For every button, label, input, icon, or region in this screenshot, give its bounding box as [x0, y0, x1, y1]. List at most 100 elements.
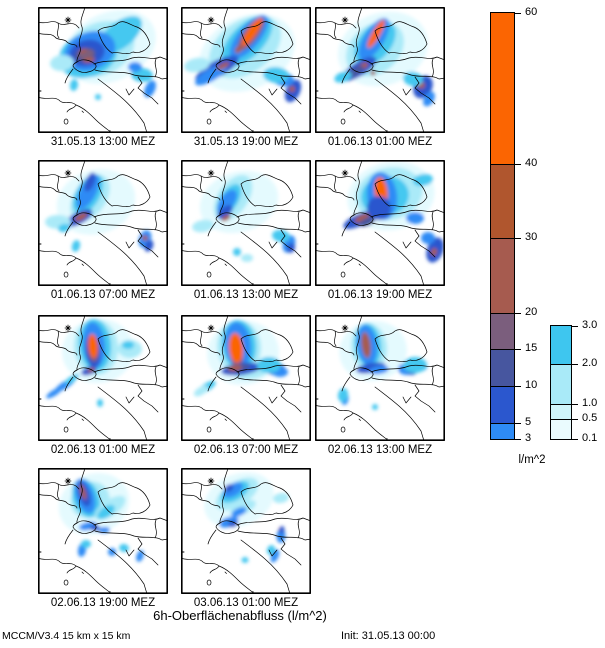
tick-label: 15 — [525, 342, 538, 354]
runoff-field — [58, 473, 144, 562]
runoff-blob — [184, 57, 210, 73]
colorbar-main: 60 40 30 20 15 10 5 3 — [490, 6, 537, 444]
panel-timestamp: 02.06.13 01:00 MEZ — [50, 444, 156, 456]
runoff-blob — [337, 388, 349, 402]
panel-timestamp: 01.06.13 13:00 MEZ — [193, 289, 299, 301]
runoff-field — [343, 161, 444, 263]
colorbar-segment — [491, 238, 514, 313]
runoff-blob — [359, 217, 375, 227]
tick-mark — [515, 164, 521, 165]
runoff-blob — [119, 543, 129, 553]
runoff-blob — [108, 548, 116, 556]
colorbar-segment — [551, 364, 571, 404]
runoff-blob — [279, 526, 285, 534]
tick-label: 40 — [525, 157, 538, 169]
runoff-blob — [58, 223, 70, 233]
colorbar-segment — [491, 313, 514, 349]
runoff-blob — [79, 484, 87, 500]
runoff-field — [334, 11, 435, 107]
colorbar-segment — [491, 13, 514, 164]
tick-mark — [515, 238, 521, 239]
map-image — [181, 468, 311, 594]
tick-mark — [515, 313, 521, 314]
runoff-blob — [65, 374, 79, 384]
runoff-field — [193, 320, 288, 397]
map-image — [181, 160, 311, 286]
map-panel: 01.06.13 13:00 MEZ — [181, 160, 311, 304]
runoff-blob — [241, 17, 263, 47]
runoff-blob — [334, 71, 352, 83]
map-panel: 03.06.13 01:00 MEZ — [181, 468, 311, 612]
panel-timestamp: 31.05.13 19:00 MEZ — [193, 136, 299, 148]
runoff-blob — [228, 333, 244, 363]
runoff-blob — [286, 243, 296, 253]
runoff-blob — [50, 54, 74, 72]
colorbar-segment — [551, 404, 571, 419]
figure-title: 6h-Oberflächenabfluss (l/m^2) — [153, 608, 327, 623]
runoff-blob — [144, 240, 154, 252]
runoff-blob — [83, 57, 95, 63]
panel-timestamp: 01.06.13 01:00 MEZ — [327, 136, 433, 148]
map-panel: 02.06.13 13:00 MEZ — [315, 315, 445, 459]
runoff-blob — [370, 70, 376, 76]
runoff-blob — [413, 173, 433, 187]
tick-mark — [515, 423, 521, 424]
runoff-blob — [266, 545, 276, 555]
colorbar-segment — [491, 349, 514, 386]
runoff-blob — [142, 235, 148, 241]
runoff-blob — [423, 91, 435, 107]
map-clip-group — [58, 473, 144, 562]
runoff-blob — [354, 213, 370, 223]
runoff-blob — [234, 44, 244, 54]
runoff-blob — [192, 219, 214, 233]
map-panel: 02.06.13 01:00 MEZ — [38, 315, 168, 459]
map-clip-group — [343, 161, 444, 263]
runoff-field — [337, 320, 427, 410]
runoff-blob — [241, 557, 249, 563]
map-clip-group — [45, 169, 154, 252]
tick-mark — [572, 404, 578, 405]
tick-label: 60 — [525, 6, 538, 18]
map-clip-group — [46, 318, 142, 407]
panel-timestamp: 02.06.13 07:00 MEZ — [193, 444, 299, 456]
panel-timestamp: 01.06.13 07:00 MEZ — [50, 289, 156, 301]
runoff-blob — [79, 48, 87, 54]
tick-label: 5 — [525, 416, 532, 428]
map-panel: 02.06.13 19:00 MEZ — [38, 468, 168, 612]
runoff-blob — [98, 526, 110, 534]
runoff-blob — [231, 507, 247, 517]
tick-mark — [515, 439, 521, 440]
map-image — [315, 160, 445, 286]
runoff-blob — [224, 484, 234, 492]
tick-label: 1.0 — [582, 397, 598, 409]
tick-mark — [572, 419, 578, 420]
runoff-blob — [74, 212, 88, 222]
map-image — [315, 7, 445, 133]
runoff-blob — [221, 214, 231, 222]
runoff-blob — [272, 229, 290, 243]
map-clip-group — [184, 14, 302, 103]
tick-mark — [515, 386, 521, 387]
tick-mark — [572, 364, 578, 365]
map-clip-group — [337, 320, 427, 410]
runoff-field — [46, 318, 142, 407]
runoff-blob — [217, 205, 233, 219]
map-image — [38, 468, 168, 594]
runoff-blob — [223, 482, 243, 498]
map-clip-group — [192, 170, 296, 262]
runoff-blob — [81, 540, 91, 548]
tick-label: 0.5 — [582, 412, 598, 424]
tick-mark — [572, 439, 578, 440]
map-panel: 01.06.13 01:00 MEZ — [315, 7, 445, 151]
panel-timestamp: 02.06.13 19:00 MEZ — [50, 597, 156, 609]
map-panel: 01.06.13 07:00 MEZ — [38, 160, 168, 304]
runoff-blob — [122, 341, 134, 349]
colorbar-secondary: 3.0 2.0 1.0 0.5 0.1 — [550, 319, 597, 444]
panel-timestamp: 31.05.13 13:00 MEZ — [50, 136, 156, 148]
panel-timestamp: 03.06.13 01:00 MEZ — [193, 597, 299, 609]
map-image — [181, 7, 311, 133]
colorbar-segment — [491, 164, 514, 238]
runoff-blob — [97, 399, 103, 407]
runoff-blob — [228, 520, 238, 528]
tick-label: 20 — [525, 306, 538, 318]
